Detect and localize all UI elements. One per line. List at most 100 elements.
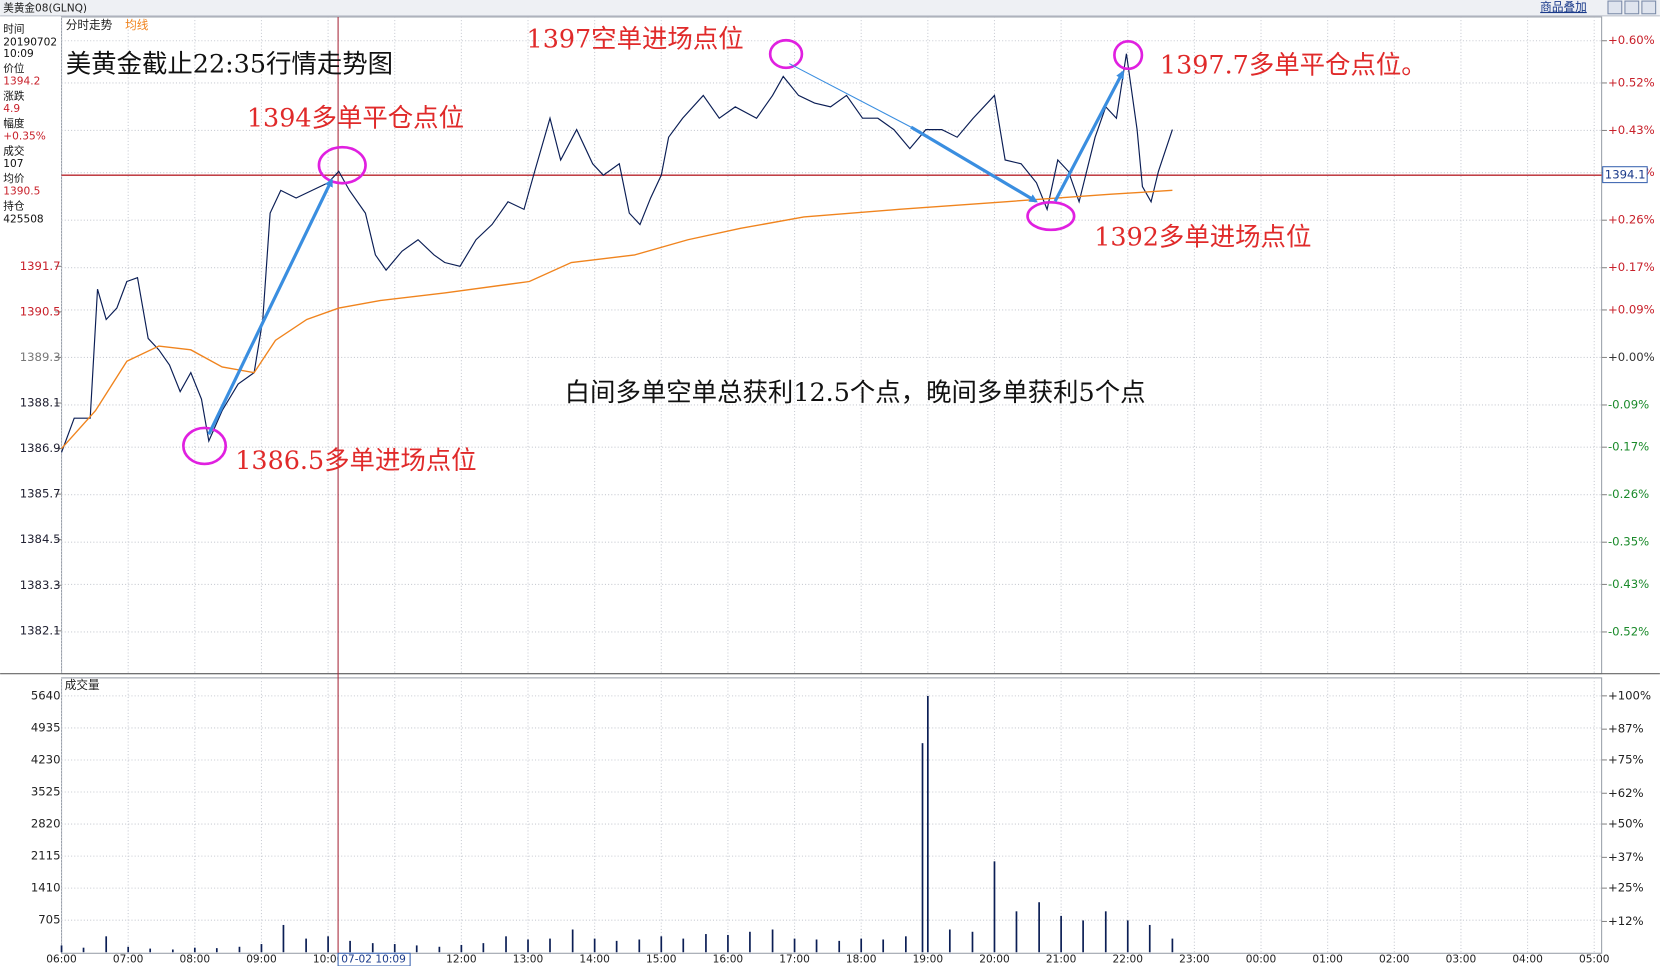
x-tick-label: 22:00 xyxy=(1113,954,1144,966)
volume-bar xyxy=(60,945,63,953)
volume-bar xyxy=(749,931,751,953)
window-button[interactable] xyxy=(1641,0,1657,15)
y-tick-label: 3525 xyxy=(31,785,61,799)
x-tick-label: 13:00 xyxy=(513,954,544,966)
volume-bar xyxy=(838,940,841,953)
x-tick-label: 01:00 xyxy=(1312,954,1343,966)
volume-bar xyxy=(215,948,218,953)
chart-title: 美黄金截止22:35行情走势图 xyxy=(66,49,393,79)
header-bar xyxy=(0,0,1660,16)
symbol-title: 美黄金08(GLNQ) xyxy=(3,1,87,14)
x-tick-label: 15:00 xyxy=(646,954,677,966)
volume-bar xyxy=(527,939,529,953)
volume-bar xyxy=(371,943,374,953)
overlay-button[interactable]: 商品叠加 xyxy=(1540,0,1587,14)
volume-bar xyxy=(82,947,85,953)
y-tick-label: 1391.7 xyxy=(20,259,61,273)
volume-title: 成交量 xyxy=(65,678,100,692)
y2-tick-label: +50% xyxy=(1608,817,1644,831)
info-value: 1390.5 xyxy=(3,186,40,198)
x-tick-label: 18:00 xyxy=(846,954,877,966)
y2-tick-label: +0.60% xyxy=(1608,33,1655,47)
info-value: 4.9 xyxy=(3,103,20,115)
y-tick-label: 1389.3 xyxy=(20,350,61,364)
highlight-circle xyxy=(1026,200,1076,232)
volume-bar xyxy=(682,938,685,953)
x-tick-label: 00:00 xyxy=(1246,954,1277,966)
volume-bar xyxy=(638,939,641,953)
volume-bar xyxy=(971,931,974,953)
volume-bar xyxy=(660,936,663,953)
volume-bar xyxy=(705,934,707,953)
volume-bar xyxy=(305,938,307,953)
info-value: 425508 xyxy=(3,213,43,225)
price-line xyxy=(60,53,1173,453)
window-button[interactable] xyxy=(1607,0,1623,15)
annotation: 1397空单进场点位 xyxy=(527,23,744,53)
annotations: 美黄金截止22:35行情走势图 1397空单进场点位 1397.7多单平仓点位。 13… xyxy=(66,23,1427,475)
y2-tick-label: +37% xyxy=(1608,850,1644,864)
volume-bar xyxy=(593,938,596,953)
y-tick-label: 1410 xyxy=(31,881,61,895)
info-label: 幅度 xyxy=(3,117,25,130)
y2-tick-label: +0.26% xyxy=(1608,213,1655,227)
volume-bar xyxy=(815,939,818,953)
volume-bar xyxy=(793,938,796,953)
x-tick-label: 20:00 xyxy=(979,954,1010,966)
volume-bar xyxy=(238,946,241,953)
volume-bar xyxy=(260,944,263,953)
y-tick-label: 4935 xyxy=(31,720,61,734)
y2-tick-label: +0.52% xyxy=(1608,75,1655,89)
y-tick-label: 2115 xyxy=(31,849,61,863)
volume-bar xyxy=(1060,915,1062,953)
info-value: +0.35% xyxy=(3,131,45,143)
y-tick-label: 1385.7 xyxy=(20,487,61,501)
info-value: 1394.2 xyxy=(3,76,40,88)
volume-bar xyxy=(1038,902,1040,953)
volume-bar xyxy=(1126,920,1129,953)
y-tick-label: 2820 xyxy=(31,817,61,831)
annotation: 1392多单进场点位 xyxy=(1094,221,1311,251)
info-value: 20190702 xyxy=(3,36,57,48)
volume-bar xyxy=(1148,924,1151,953)
volume-bar xyxy=(460,944,463,953)
x-tick-label: 16:00 xyxy=(713,954,744,966)
info-label: 涨跌 xyxy=(3,89,25,102)
x-tick-label: 21:00 xyxy=(1046,954,1077,966)
reference-label: 1394.1 xyxy=(1605,168,1646,182)
volume-bar xyxy=(415,945,418,953)
info-label: 价位 xyxy=(3,62,25,75)
info-label: 均价 xyxy=(3,173,25,185)
volume-bar xyxy=(1171,938,1174,953)
volume-bar xyxy=(727,934,729,953)
y2-tick-label: +25% xyxy=(1608,881,1644,895)
volume-bar xyxy=(549,938,551,953)
marks: 1394.1 07-02 10:09 xyxy=(60,16,1648,966)
y2-tick-label: +0.09% xyxy=(1608,302,1655,316)
highlight-circle xyxy=(182,426,228,466)
x-tick-label: 14:00 xyxy=(579,954,610,966)
y2-tick-label: -0.26% xyxy=(1608,487,1649,501)
annotation: 1397.7多单平仓点位。 xyxy=(1160,50,1427,80)
y2-tick-label: +12% xyxy=(1608,914,1644,928)
x-tick-label: 10:00 xyxy=(313,954,344,966)
window-button[interactable] xyxy=(1624,0,1640,15)
y2-tick-label: +0.17% xyxy=(1608,260,1655,274)
legend-label[interactable]: 均线 xyxy=(125,18,149,32)
y2-tick-label: +0.43% xyxy=(1608,123,1655,137)
info-label: 持仓 xyxy=(3,200,25,213)
average-line xyxy=(61,189,1173,450)
annotation: 1394多单平仓点位 xyxy=(247,103,464,133)
y-tick-label: 5640 xyxy=(31,688,61,702)
info-value: 10:09 xyxy=(3,48,33,60)
volume-bar xyxy=(349,940,351,953)
y2-tick-label: -0.52% xyxy=(1608,624,1649,638)
volume-bar xyxy=(571,929,574,953)
x-tick-label: 04:00 xyxy=(1512,954,1543,966)
y-tick-label: 1382.1 xyxy=(20,623,61,637)
volume-bar xyxy=(860,938,863,953)
volume-bar xyxy=(105,936,108,953)
x-tick-label: 08:00 xyxy=(180,954,211,966)
legend-label[interactable]: 分时走势 xyxy=(66,18,113,32)
